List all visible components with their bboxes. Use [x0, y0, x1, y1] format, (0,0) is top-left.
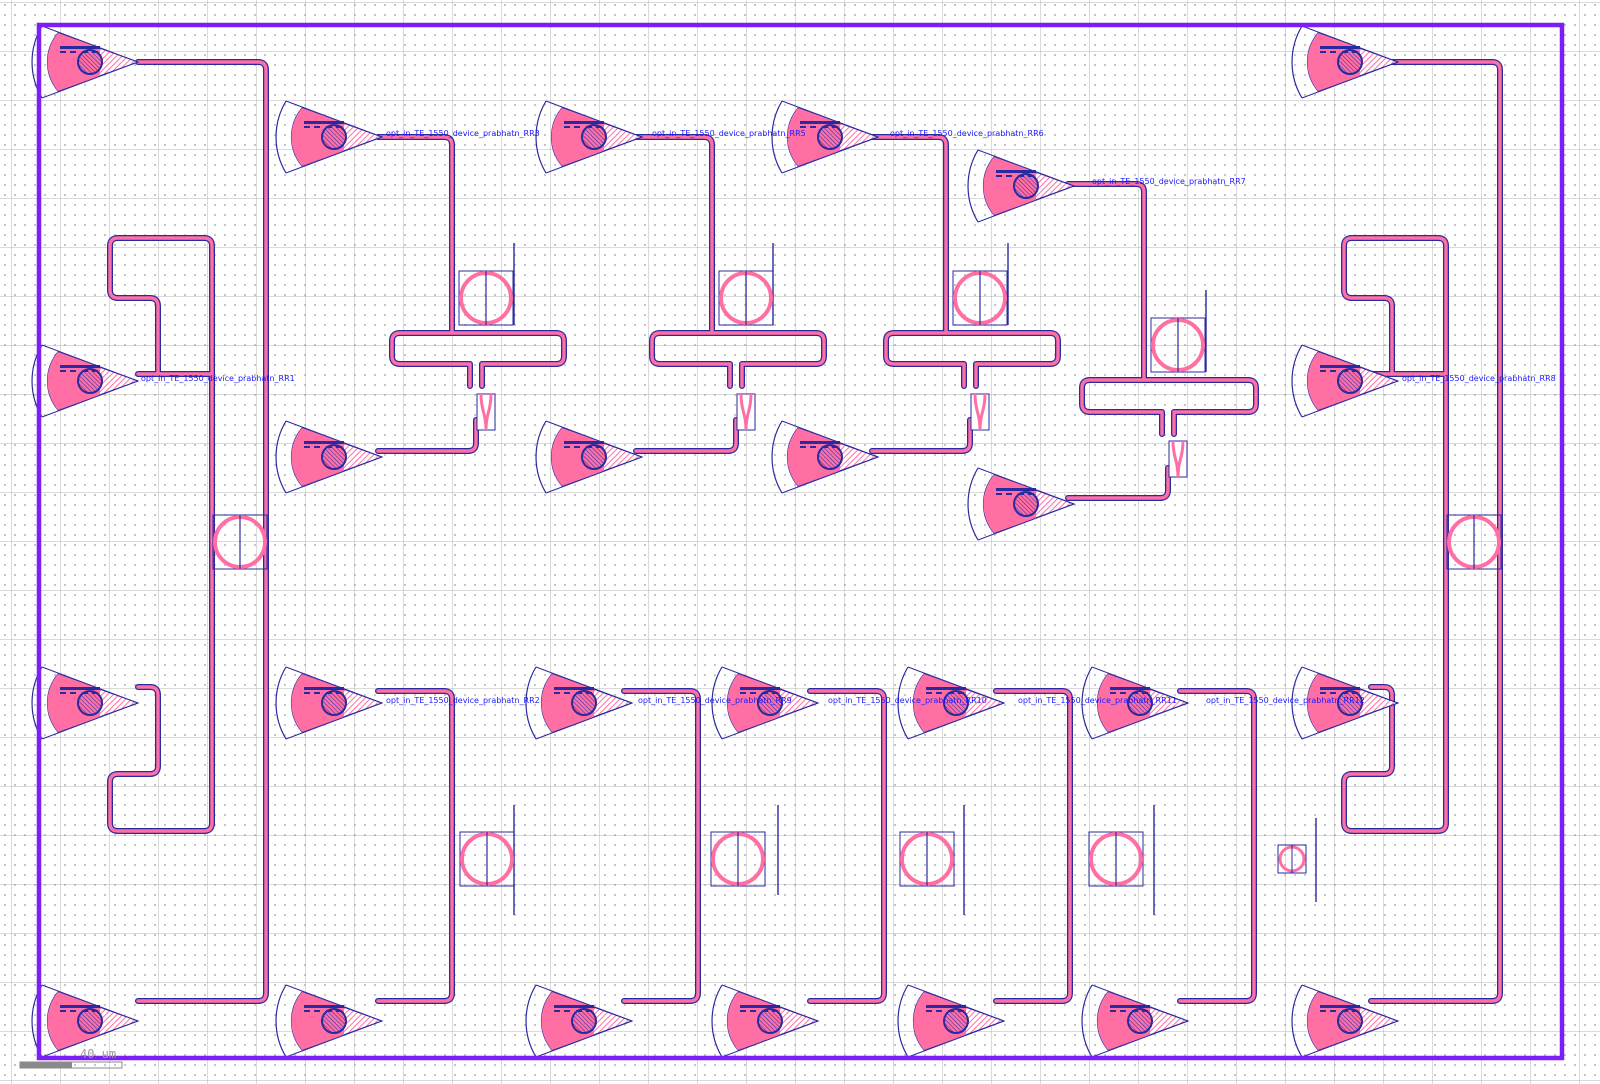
waveguides [107, 59, 1503, 1004]
ring-resonator [458, 830, 516, 888]
grating-coupler [275, 420, 383, 494]
label-rr6: opt_in_TE_1550_device_prabhatn_RR6 [890, 129, 1044, 138]
bus-waveguides [513, 243, 1317, 915]
ring-resonator [1445, 513, 1503, 571]
grating-coupler [275, 984, 383, 1058]
ring-resonator [709, 830, 767, 888]
label-rr12: opt_in_TE_1550_device_prabhatn_RR12 [1206, 696, 1365, 705]
grating-coupler [771, 420, 879, 494]
scale-bar-frame [19, 1061, 123, 1069]
ring-resonator-small [1276, 843, 1308, 875]
y-splitter [475, 392, 497, 432]
grating-coupler [1081, 984, 1189, 1058]
grating-coupler [1291, 984, 1399, 1058]
grating-coupler [275, 100, 383, 174]
device-labels: opt_in_TE_1550_device_prabhatn_RR1 opt_i… [141, 129, 1556, 705]
ring-resonator [1149, 316, 1207, 374]
label-rr2: opt_in_TE_1550_device_prabhatn_RR2 [386, 696, 540, 705]
grating-coupler [535, 100, 643, 174]
y-splitter [735, 392, 757, 432]
grating-coupler [535, 420, 643, 494]
scale-bar-text: 40 um [80, 1047, 116, 1061]
grating-coupler [275, 666, 383, 740]
label-rr5: opt_in_TE_1550_device_prabhatn_RR5 [652, 129, 806, 138]
ring-resonator [898, 830, 956, 888]
floorplan-boundary [36, 22, 1565, 1061]
grating-coupler [1291, 344, 1399, 418]
ring-resonator [951, 269, 1009, 327]
ring-resonator [717, 269, 775, 327]
ring-resonator [211, 513, 269, 571]
label-rr1: opt_in_TE_1550_device_prabhatn_RR1 [141, 374, 295, 383]
label-rr8: opt_in_TE_1550_device_prabhatn_RR8 [1402, 374, 1556, 383]
scale-bar: 40 um [19, 1047, 123, 1069]
label-rr9: opt_in_TE_1550_device_prabhatn_RR9 [638, 696, 792, 705]
label-rr10: opt_in_TE_1550_device_prabhatn_RR10 [828, 696, 987, 705]
grating-coupler [897, 984, 1005, 1058]
ring-resonator [1087, 830, 1145, 888]
grating-coupler [525, 984, 633, 1058]
grating-coupler [31, 25, 139, 99]
y-splitter [969, 392, 991, 432]
scale-bar-fill [20, 1062, 72, 1068]
grating-coupler [1291, 25, 1399, 99]
ring-resonator [457, 269, 515, 327]
label-rr7: opt_in_TE_1550_device_prabhatn_RR7 [1092, 177, 1246, 186]
label-rr11: opt_in_TE_1550_device_prabhatn_RR11 [1018, 696, 1177, 705]
grating-coupler [525, 666, 633, 740]
grating-coupler [967, 149, 1075, 223]
y-splitter [1167, 439, 1189, 479]
grating-coupler [31, 344, 139, 418]
label-rr3: opt_in_TE_1550_device_prabhatn_RR3 [386, 129, 540, 138]
grating-coupler [967, 467, 1075, 541]
grating-coupler [711, 984, 819, 1058]
grating-coupler [31, 666, 139, 740]
